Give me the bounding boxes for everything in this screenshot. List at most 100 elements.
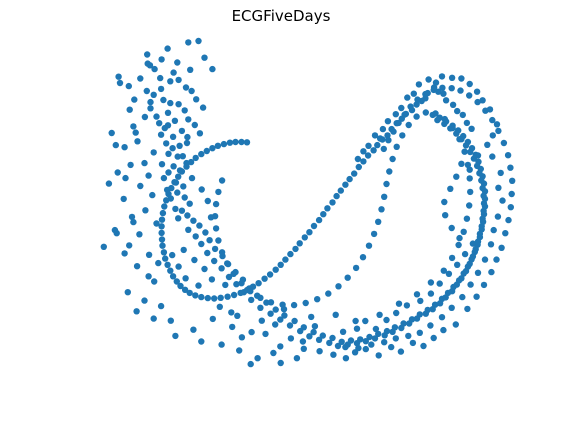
scatter-point	[191, 121, 198, 129]
scatter-point	[462, 267, 470, 275]
scatter-point	[338, 338, 345, 345]
scatter-point	[479, 184, 486, 192]
scatter-point	[454, 261, 461, 268]
scatter-point	[456, 136, 463, 143]
scatter-point	[163, 140, 170, 147]
scatter-point	[132, 129, 139, 136]
scatter-point	[383, 316, 390, 324]
scatter-point	[178, 127, 186, 135]
scatter-point	[155, 259, 162, 267]
scatter-point	[306, 229, 313, 236]
scatter-point	[226, 139, 234, 146]
scatter-point	[150, 91, 157, 99]
scatter-point	[178, 168, 186, 175]
scatter-point	[476, 170, 483, 177]
scatter-point	[233, 281, 240, 288]
scatter-point	[218, 249, 226, 256]
scatter-point	[183, 163, 190, 170]
scatter-point	[495, 127, 502, 135]
scatter-point	[167, 78, 174, 85]
scatter-point	[362, 345, 369, 353]
scatter-point	[352, 264, 360, 272]
scatter-point	[365, 242, 373, 249]
scatter-point	[329, 199, 336, 206]
scatter-point	[108, 129, 115, 137]
scatter-point	[364, 152, 372, 159]
scatter-point	[190, 217, 197, 224]
scatter-point	[161, 203, 168, 210]
scatter-point	[434, 116, 441, 124]
scatter-point	[175, 263, 182, 270]
scatter-point	[487, 241, 495, 248]
scatter-point	[386, 168, 393, 175]
scatter-point	[508, 190, 515, 198]
scatter-point	[502, 230, 509, 237]
scatter-point	[216, 303, 223, 310]
scatter-point	[169, 133, 177, 140]
scatter-point	[370, 147, 377, 154]
scatter-point	[459, 111, 466, 119]
scatter-point	[366, 333, 373, 341]
scatter-point	[319, 332, 326, 339]
scatter-point	[234, 312, 241, 319]
scatter-point	[150, 149, 157, 156]
scatter-point	[330, 351, 337, 358]
scatter-point	[384, 132, 391, 139]
scatter-point	[224, 293, 231, 300]
scatter-point	[453, 173, 460, 180]
scatter-point	[175, 173, 182, 180]
scatter-point	[214, 142, 222, 149]
scatter-point	[185, 116, 192, 123]
scatter-point	[211, 295, 218, 302]
scatter-point	[326, 339, 333, 347]
scatter-point	[130, 123, 137, 130]
scatter-point	[314, 296, 321, 303]
scatter-point	[218, 265, 225, 272]
scatter-point	[497, 169, 504, 177]
scatter-point	[144, 51, 151, 58]
scatter-point	[180, 246, 187, 254]
scatter-point	[238, 138, 245, 146]
scatter-point	[183, 139, 191, 147]
scatter-point	[413, 101, 420, 108]
scatter-point	[432, 110, 439, 117]
scatter-point	[297, 327, 304, 335]
scatter-point	[476, 230, 484, 238]
scatter-point	[169, 251, 176, 259]
scatter-point	[195, 37, 202, 45]
scatter-point	[453, 281, 460, 288]
scatter-point	[133, 263, 141, 270]
scatter-point	[385, 137, 392, 144]
scatter-point	[248, 296, 255, 304]
scatter-point	[174, 59, 181, 66]
scatter-point	[374, 141, 381, 149]
scatter-point	[484, 141, 491, 148]
scatter-point	[122, 174, 129, 182]
scatter-point	[137, 182, 144, 190]
scatter-point	[442, 97, 450, 104]
scatter-point	[237, 289, 244, 297]
scatter-point	[181, 194, 188, 201]
scatter-point	[453, 130, 460, 137]
scatter-point	[168, 184, 175, 192]
scatter-point	[392, 335, 399, 342]
scatter-point	[125, 82, 132, 90]
scatter-point	[281, 312, 288, 319]
scatter-point	[332, 311, 339, 318]
scatter-point	[133, 308, 140, 315]
scatter-point	[448, 254, 456, 262]
scatter-point	[310, 328, 317, 336]
chart-title: ECGFiveDays	[231, 7, 331, 25]
scatter-point	[228, 309, 235, 316]
scatter-point	[212, 225, 220, 232]
scatter-point	[380, 145, 387, 153]
scatter-point	[486, 106, 494, 113]
scatter-point	[436, 280, 443, 287]
scatter-point	[198, 240, 205, 248]
scatter-point	[287, 250, 294, 258]
scatter-point	[463, 119, 471, 127]
scatter-point	[136, 231, 143, 238]
scatter-point	[466, 166, 473, 173]
scatter-point	[156, 120, 163, 127]
scatter-point	[353, 340, 361, 347]
